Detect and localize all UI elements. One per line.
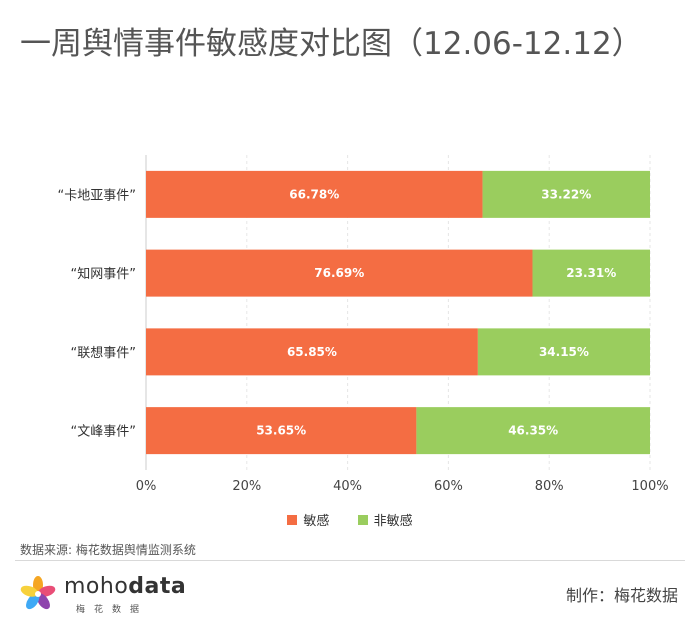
data-label: 65.85% (287, 345, 337, 359)
stacked-bar-chart: 66.78% 33.22% 76.69% 23.31% 65.85% 34.15% 53.6… (58, 155, 669, 494)
bar-segment (477, 328, 650, 376)
bar-segment (416, 407, 650, 455)
brand-name: mohodata (64, 576, 186, 598)
legend-label-non-sensitive: 非敏感 (373, 514, 413, 529)
brand: mohodata 梅花数据 (64, 576, 186, 616)
bar-segment (532, 249, 650, 297)
brand-subtitle: 梅花数据 (76, 605, 149, 615)
chart-title: 一周舆情事件敏感度对比图（12.06-12.12） (20, 26, 643, 62)
legend-item-sensitive: 敏感 (287, 510, 329, 529)
data-label: 53.65% (256, 424, 306, 438)
data-label: 34.15% (539, 345, 589, 359)
data-label: 33.22% (541, 187, 591, 201)
x-tick-label: 40% (333, 479, 362, 494)
data-label: 76.69% (314, 266, 364, 280)
category-label: “知网事件” (71, 266, 136, 282)
bar-segment (146, 328, 478, 376)
legend-item-non-sensitive: 非敏感 (357, 510, 413, 529)
legend-label-sensitive: 敏感 (303, 514, 330, 529)
brand-name-bold: data (128, 574, 187, 599)
x-tick-label: 20% (232, 479, 261, 494)
bar-segment (146, 170, 483, 218)
category-label: “联想事件” (71, 345, 136, 361)
category-labels: “卡地亚事件” “知网事件” “联想事件” “文峰事件” (58, 188, 136, 439)
bar-segment (146, 407, 417, 455)
x-tick-label: 100% (631, 479, 668, 494)
data-label: 23.31% (566, 266, 616, 280)
data-label: 66.78% (289, 187, 339, 201)
maker-credit: 制作：梅花数据 (565, 586, 678, 605)
legend-swatch-non-sensitive (357, 514, 368, 525)
footer-divider (15, 560, 685, 561)
bar-segment (146, 249, 533, 297)
mohodata-logo-icon (20, 576, 56, 610)
data-source: 数据来源: 梅花数据舆情监测系统 (20, 543, 196, 557)
bar-segment (482, 170, 650, 218)
data-label: 46.35% (508, 424, 558, 438)
legend-swatch-sensitive (287, 514, 298, 525)
x-tick-label: 60% (434, 479, 463, 494)
x-tick-label: 80% (535, 479, 564, 494)
brand-name-light: moho (64, 574, 129, 599)
x-tick-label: 0% (136, 479, 157, 494)
category-label: “文峰事件” (71, 425, 136, 440)
category-label: “卡地亚事件” (58, 188, 136, 203)
legend: 敏感 非敏感 (0, 510, 700, 529)
x-tick-labels: 0% 20% 40% 60% 80% 100% (136, 479, 669, 494)
bars: 66.78% 33.22% 76.69% 23.31% 65.85% 34.15% 53.6… (146, 170, 650, 455)
